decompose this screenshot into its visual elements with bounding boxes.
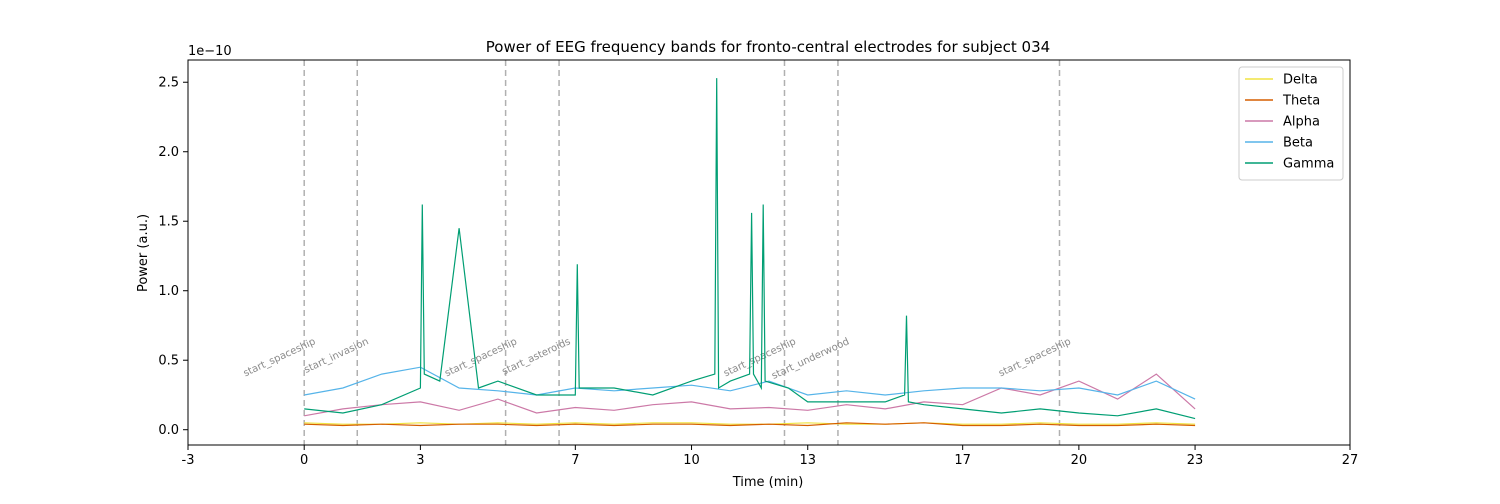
legend-label: Delta — [1283, 73, 1318, 88]
y-tick-label: 1.5 — [158, 215, 179, 230]
x-tick-label: 13 — [799, 453, 816, 468]
legend-box — [1238, 66, 1344, 181]
x-tick-label: 27 — [1342, 453, 1359, 468]
series-line-delta — [304, 422, 1196, 425]
legend-label: Gamma — [1283, 157, 1334, 172]
y-tick-label: 1.0 — [158, 284, 179, 299]
legend-label: Theta — [1282, 94, 1320, 109]
y-offset-label: 1e−10 — [188, 44, 232, 59]
x-axis-label: Time (min) — [732, 475, 804, 490]
x-tick-label: 0 — [300, 453, 308, 468]
x-tick-label: -3 — [182, 453, 195, 468]
chart-title: Power of EEG frequency bands for fronto-… — [486, 38, 1050, 56]
x-tick-label: 17 — [954, 453, 971, 468]
x-tick-label: 20 — [1071, 453, 1088, 468]
series-line-alpha — [304, 373, 1196, 417]
y-tick-label: 2.0 — [158, 145, 179, 160]
x-tick-label: 10 — [683, 453, 700, 468]
series-line-beta — [304, 366, 1196, 400]
y-tick-label: 0.0 — [158, 423, 179, 438]
axis-ticks: -3 0 3 7 10 13 17 20 23 27 0.0 0.5 1.0 1.5 2.0 2.5 — [158, 76, 1358, 468]
plot-frame — [187, 59, 1351, 446]
x-tick-label: 7 — [571, 453, 579, 468]
x-tick-label: 3 — [416, 453, 424, 468]
legend-label: Beta — [1283, 136, 1313, 151]
legend-label: Alpha — [1283, 115, 1320, 130]
event-label: start_spaceship — [997, 336, 1073, 379]
y-tick-label: 2.5 — [158, 76, 179, 91]
y-axis-label: Power (a.u.) — [136, 214, 151, 292]
y-tick-label: 0.5 — [158, 354, 179, 369]
series-line-gamma — [304, 78, 1196, 420]
x-tick-label: 23 — [1187, 453, 1204, 468]
series-lines — [304, 78, 1196, 427]
legend: Delta Theta Alpha Beta Gamma — [1238, 66, 1344, 181]
series-line-theta — [304, 422, 1196, 427]
